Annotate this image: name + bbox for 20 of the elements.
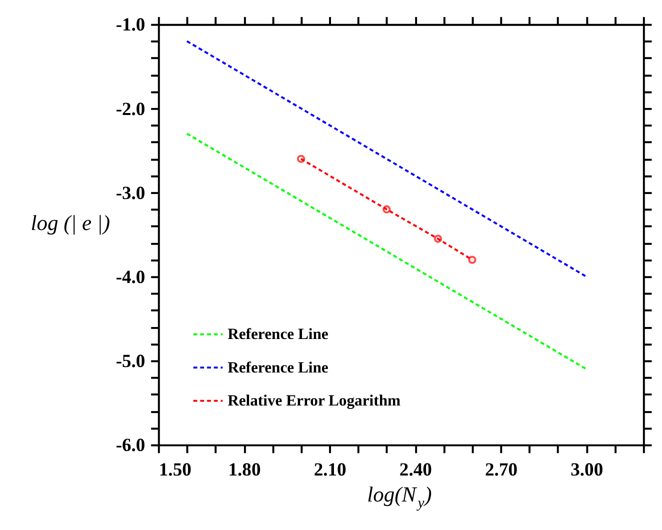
x-tick-label: 2.70	[485, 460, 518, 481]
point	[434, 234, 442, 243]
y-axis-title: log (| e |)	[30, 211, 110, 236]
x-tick-label: 2.40	[399, 460, 432, 481]
y-tick-label: -5.0	[116, 351, 146, 372]
x-tick-label: 1.80	[228, 460, 261, 481]
y-tick-label: -6.0	[116, 435, 146, 456]
y-tick-label: -2.0	[116, 98, 146, 120]
y-tick-label: -4.0	[116, 266, 146, 288]
point	[382, 205, 391, 214]
y-tick-label: -1.0	[116, 14, 146, 36]
y-tick-label: -3.0	[116, 182, 146, 204]
legend-label: Relative Error Logarithm	[228, 392, 401, 410]
x-tick-label: 3.00	[570, 460, 604, 481]
point	[468, 256, 476, 264]
legend-label: Reference Line	[228, 326, 328, 344]
point	[296, 154, 306, 163]
x-tick-label: 2.10	[314, 460, 346, 481]
legend-label: Reference Line	[228, 359, 328, 376]
x-tick-label: 1.50	[158, 460, 192, 481]
